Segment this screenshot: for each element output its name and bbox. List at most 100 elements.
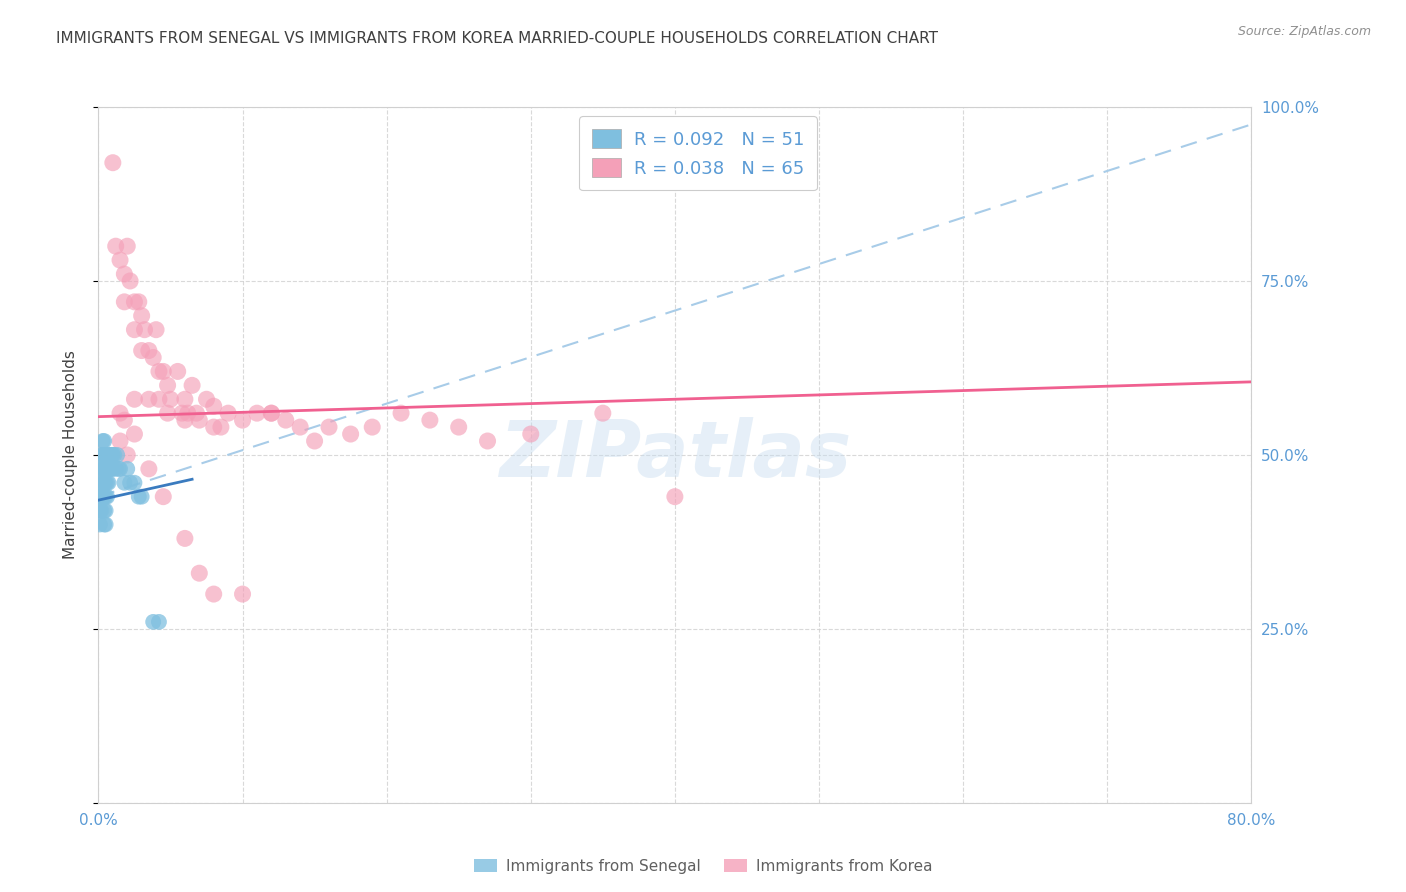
Point	[91, 434, 114, 448]
Point	[94, 448, 117, 462]
Point	[188, 413, 211, 427]
Point	[90, 490, 112, 504]
Point	[231, 587, 254, 601]
Point	[108, 462, 131, 476]
Point	[97, 475, 120, 490]
Point	[202, 420, 225, 434]
Point	[91, 448, 114, 462]
Point	[93, 517, 115, 532]
Point	[134, 323, 156, 337]
Point	[90, 475, 112, 490]
Point	[260, 406, 283, 420]
Point	[94, 503, 117, 517]
Point	[120, 475, 142, 490]
Point	[156, 378, 179, 392]
Point	[181, 378, 204, 392]
Point	[100, 448, 122, 462]
Point	[389, 406, 412, 420]
Legend: Immigrants from Senegal, Immigrants from Korea: Immigrants from Senegal, Immigrants from…	[468, 853, 938, 880]
Point	[89, 503, 111, 517]
Point	[93, 462, 115, 476]
Point	[96, 475, 118, 490]
Point	[108, 253, 131, 268]
Point	[94, 517, 117, 532]
Point	[97, 462, 120, 476]
Point	[290, 420, 312, 434]
Point	[94, 462, 117, 476]
Point	[138, 392, 160, 407]
Point	[112, 294, 135, 309]
Point	[91, 475, 114, 490]
Point	[89, 490, 111, 504]
Point	[361, 420, 384, 434]
Point	[166, 364, 188, 378]
Point	[105, 448, 128, 462]
Point	[202, 399, 225, 413]
Point	[318, 420, 340, 434]
Point	[124, 475, 146, 490]
Point	[94, 490, 117, 504]
Point	[108, 406, 131, 420]
Point	[170, 406, 193, 420]
Point	[131, 490, 153, 504]
Point	[138, 462, 160, 476]
Point	[94, 475, 117, 490]
Point	[96, 490, 118, 504]
Point	[117, 448, 139, 462]
Point	[112, 475, 135, 490]
Point	[98, 448, 121, 462]
Point	[145, 323, 167, 337]
Point	[101, 155, 124, 169]
Point	[174, 532, 197, 546]
Point	[97, 448, 120, 462]
Point	[101, 462, 124, 476]
Point	[188, 566, 211, 581]
Point	[101, 448, 124, 462]
Point	[93, 434, 115, 448]
Point	[159, 392, 181, 407]
Point	[217, 406, 239, 420]
Point	[231, 413, 254, 427]
Text: Source: ZipAtlas.com: Source: ZipAtlas.com	[1237, 25, 1371, 38]
Point	[274, 413, 297, 427]
Point	[156, 406, 179, 420]
Point	[104, 462, 127, 476]
Point	[108, 434, 131, 448]
Point	[131, 343, 153, 358]
Point	[339, 427, 361, 442]
Point	[112, 267, 135, 281]
Point	[91, 462, 114, 476]
Point	[304, 434, 326, 448]
Point	[112, 413, 135, 427]
Point	[93, 475, 115, 490]
Point	[138, 343, 160, 358]
Point	[124, 323, 146, 337]
Point	[124, 427, 146, 442]
Point	[104, 239, 127, 253]
Point	[93, 503, 115, 517]
Point	[209, 420, 232, 434]
Point	[96, 462, 118, 476]
Point	[142, 351, 165, 365]
Point	[128, 294, 150, 309]
Point	[202, 587, 225, 601]
Point	[152, 364, 174, 378]
Point	[93, 490, 115, 504]
Point	[124, 392, 146, 407]
Point	[124, 294, 146, 309]
Text: IMMIGRANTS FROM SENEGAL VS IMMIGRANTS FROM KOREA MARRIED-COUPLE HOUSEHOLDS CORRE: IMMIGRANTS FROM SENEGAL VS IMMIGRANTS FR…	[56, 31, 938, 46]
Point	[148, 615, 170, 629]
Point	[100, 462, 122, 476]
Point	[520, 427, 543, 442]
Point	[93, 448, 115, 462]
Point	[174, 392, 197, 407]
Point	[148, 364, 170, 378]
Point	[447, 420, 470, 434]
Point	[103, 448, 125, 462]
Point	[117, 462, 139, 476]
Point	[120, 274, 142, 288]
Point	[90, 448, 112, 462]
Text: ZIPatlas: ZIPatlas	[499, 417, 851, 493]
Point	[177, 406, 200, 420]
Point	[152, 490, 174, 504]
